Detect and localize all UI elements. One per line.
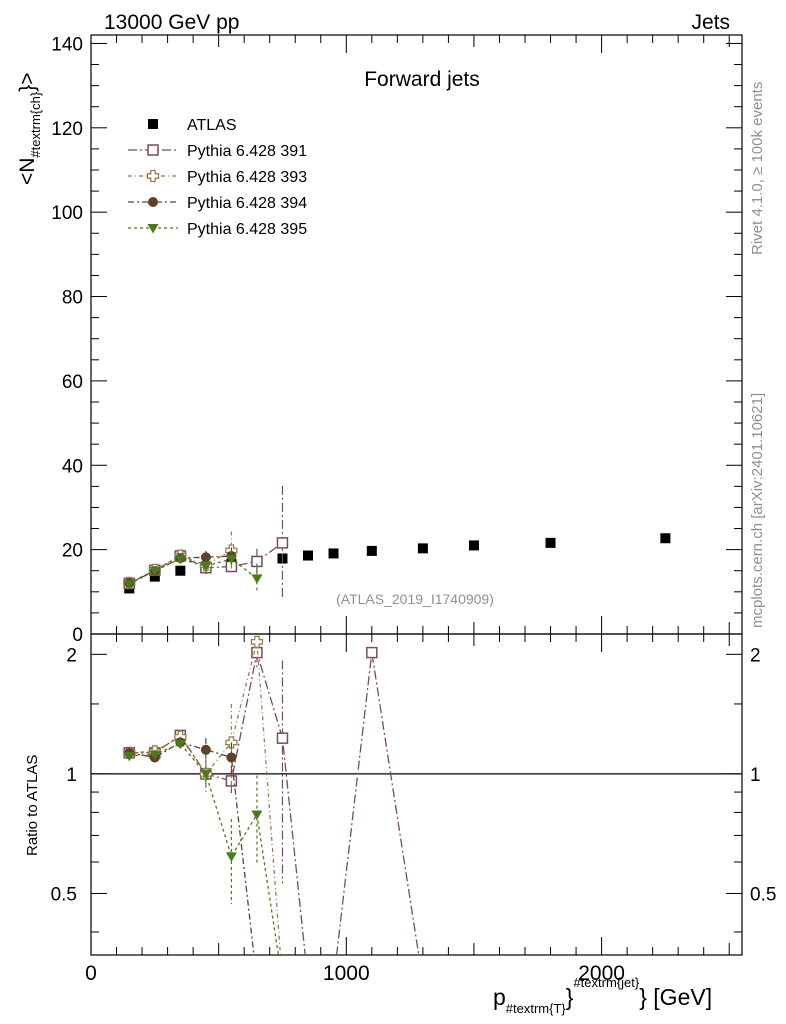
data-point: [545, 537, 556, 548]
category-label: Jets: [691, 11, 730, 34]
legend-item-p395: Pythia 6.428 395: [128, 221, 307, 238]
series-p395: [123, 550, 263, 594]
ratio-y-tick-label-right: 0.5: [750, 884, 776, 905]
ratio-data-point: [123, 751, 135, 762]
legend-item-p393: Pythia 6.428 393: [128, 169, 307, 186]
legend-label: Pythia 6.428 391: [187, 143, 307, 160]
data-point: [366, 545, 377, 556]
data-point: [200, 562, 212, 572]
legend-marker: [146, 169, 160, 183]
data-point: [175, 565, 186, 576]
data-point: [660, 533, 671, 544]
ratio-series-p391: [123, 636, 420, 955]
legend-marker: [147, 144, 159, 156]
ratio-y-tick-label-right: 2: [750, 645, 761, 666]
ratio-data-point: [200, 744, 211, 755]
data-point: [303, 550, 313, 561]
energy-label: 13000 GeV pp: [104, 11, 239, 34]
data-point: [417, 543, 428, 554]
analysis-tag: (ATLAS_2019_I1740909): [336, 591, 494, 607]
ratio-y-tick-label: 2: [66, 645, 77, 666]
data-point: [149, 566, 161, 577]
ratio-series-line: [129, 741, 255, 955]
ratio-data-point: [251, 810, 263, 821]
ratio-data-point: [174, 739, 186, 750]
ratio-data-point: [149, 750, 161, 760]
legend-label: ATLAS: [187, 117, 237, 134]
data-point: [149, 571, 160, 582]
x-tick-label: 2000: [578, 962, 625, 985]
ratio-series-line: [129, 652, 420, 955]
rivet-label: Rivet 4.1.0, ≥ 100k events: [749, 82, 766, 255]
ratio-data-point: [250, 635, 264, 648]
data-point: [225, 554, 237, 565]
legend: ATLAS Pythia 6.428 391 Pythia 6.428 393 Pyt…: [128, 117, 307, 238]
ratio-data-point: [366, 646, 378, 659]
legend-label: Pythia 6.428 395: [187, 221, 307, 238]
ratio-y-tick-label: 0.5: [51, 884, 77, 905]
series-p391: [123, 485, 289, 600]
legend-item-p394: Pythia 6.428 394: [128, 195, 307, 212]
main-y-tick-label: 20: [62, 541, 83, 562]
ratio-data-point: [200, 769, 212, 780]
main-y-tick-label: 80: [62, 288, 83, 309]
main-y-axis-label: <N#textrm{ch}}>: [16, 73, 43, 185]
legend-label: Pythia 6.428 393: [187, 169, 307, 186]
ratio-plot-frame: [90, 633, 743, 956]
series-line: [128, 558, 258, 585]
data-point: [276, 537, 289, 549]
legend-marker: [147, 224, 159, 234]
ratio-series-group: [123, 635, 420, 955]
mcplots-label: mcplots.cern.ch [arXiv:2401.10621]: [749, 393, 766, 628]
legend-marker: [148, 197, 158, 207]
main-y-tick-label: 140: [51, 34, 83, 55]
legend-marker: [148, 119, 158, 129]
data-point: [174, 554, 186, 565]
data-point: [251, 574, 263, 584]
chart-title: Forward jets: [364, 68, 480, 91]
main-y-tick-label: 40: [62, 456, 83, 477]
x-tick-label: 0: [85, 962, 97, 985]
ratio-data-point: [226, 752, 237, 763]
main-axis-ticks: 0 20 40 60 80 100 120 140: [51, 34, 742, 646]
ratio-y-tick-label: 1: [66, 765, 77, 786]
ratio-data-point: [225, 852, 237, 862]
main-y-tick-label: 100: [51, 203, 83, 224]
main-plot-data: [123, 485, 671, 600]
data-point: [200, 552, 211, 563]
x-tick-label: 1000: [323, 962, 370, 985]
ratio-y-tick-label-right: 1: [750, 765, 761, 786]
ratio-series-p395: [123, 738, 280, 955]
ratio-y-axis-label: Ratio to ATLAS: [24, 755, 41, 856]
data-point: [123, 580, 135, 590]
legend-label: Pythia 6.428 394: [187, 195, 307, 212]
data-point: [328, 548, 339, 559]
main-y-tick-label: 60: [62, 372, 83, 393]
legend-item-p391: Pythia 6.428 391: [128, 143, 307, 160]
ratio-data-point: [276, 732, 289, 744]
ratio-series-p393: [123, 635, 282, 955]
ratio-data-point: [225, 775, 238, 787]
data-point: [468, 540, 479, 551]
legend-item-atlas: ATLAS: [148, 117, 237, 134]
ratio-plot-data: [123, 635, 420, 955]
main-y-tick-label: 0: [72, 625, 83, 646]
main-y-tick-label: 120: [51, 119, 83, 140]
ratio-axis-ticks: 0.5 0.5 1 1 2 2 0 1000 2000: [51, 634, 776, 985]
ratio-data-point: [251, 646, 263, 659]
